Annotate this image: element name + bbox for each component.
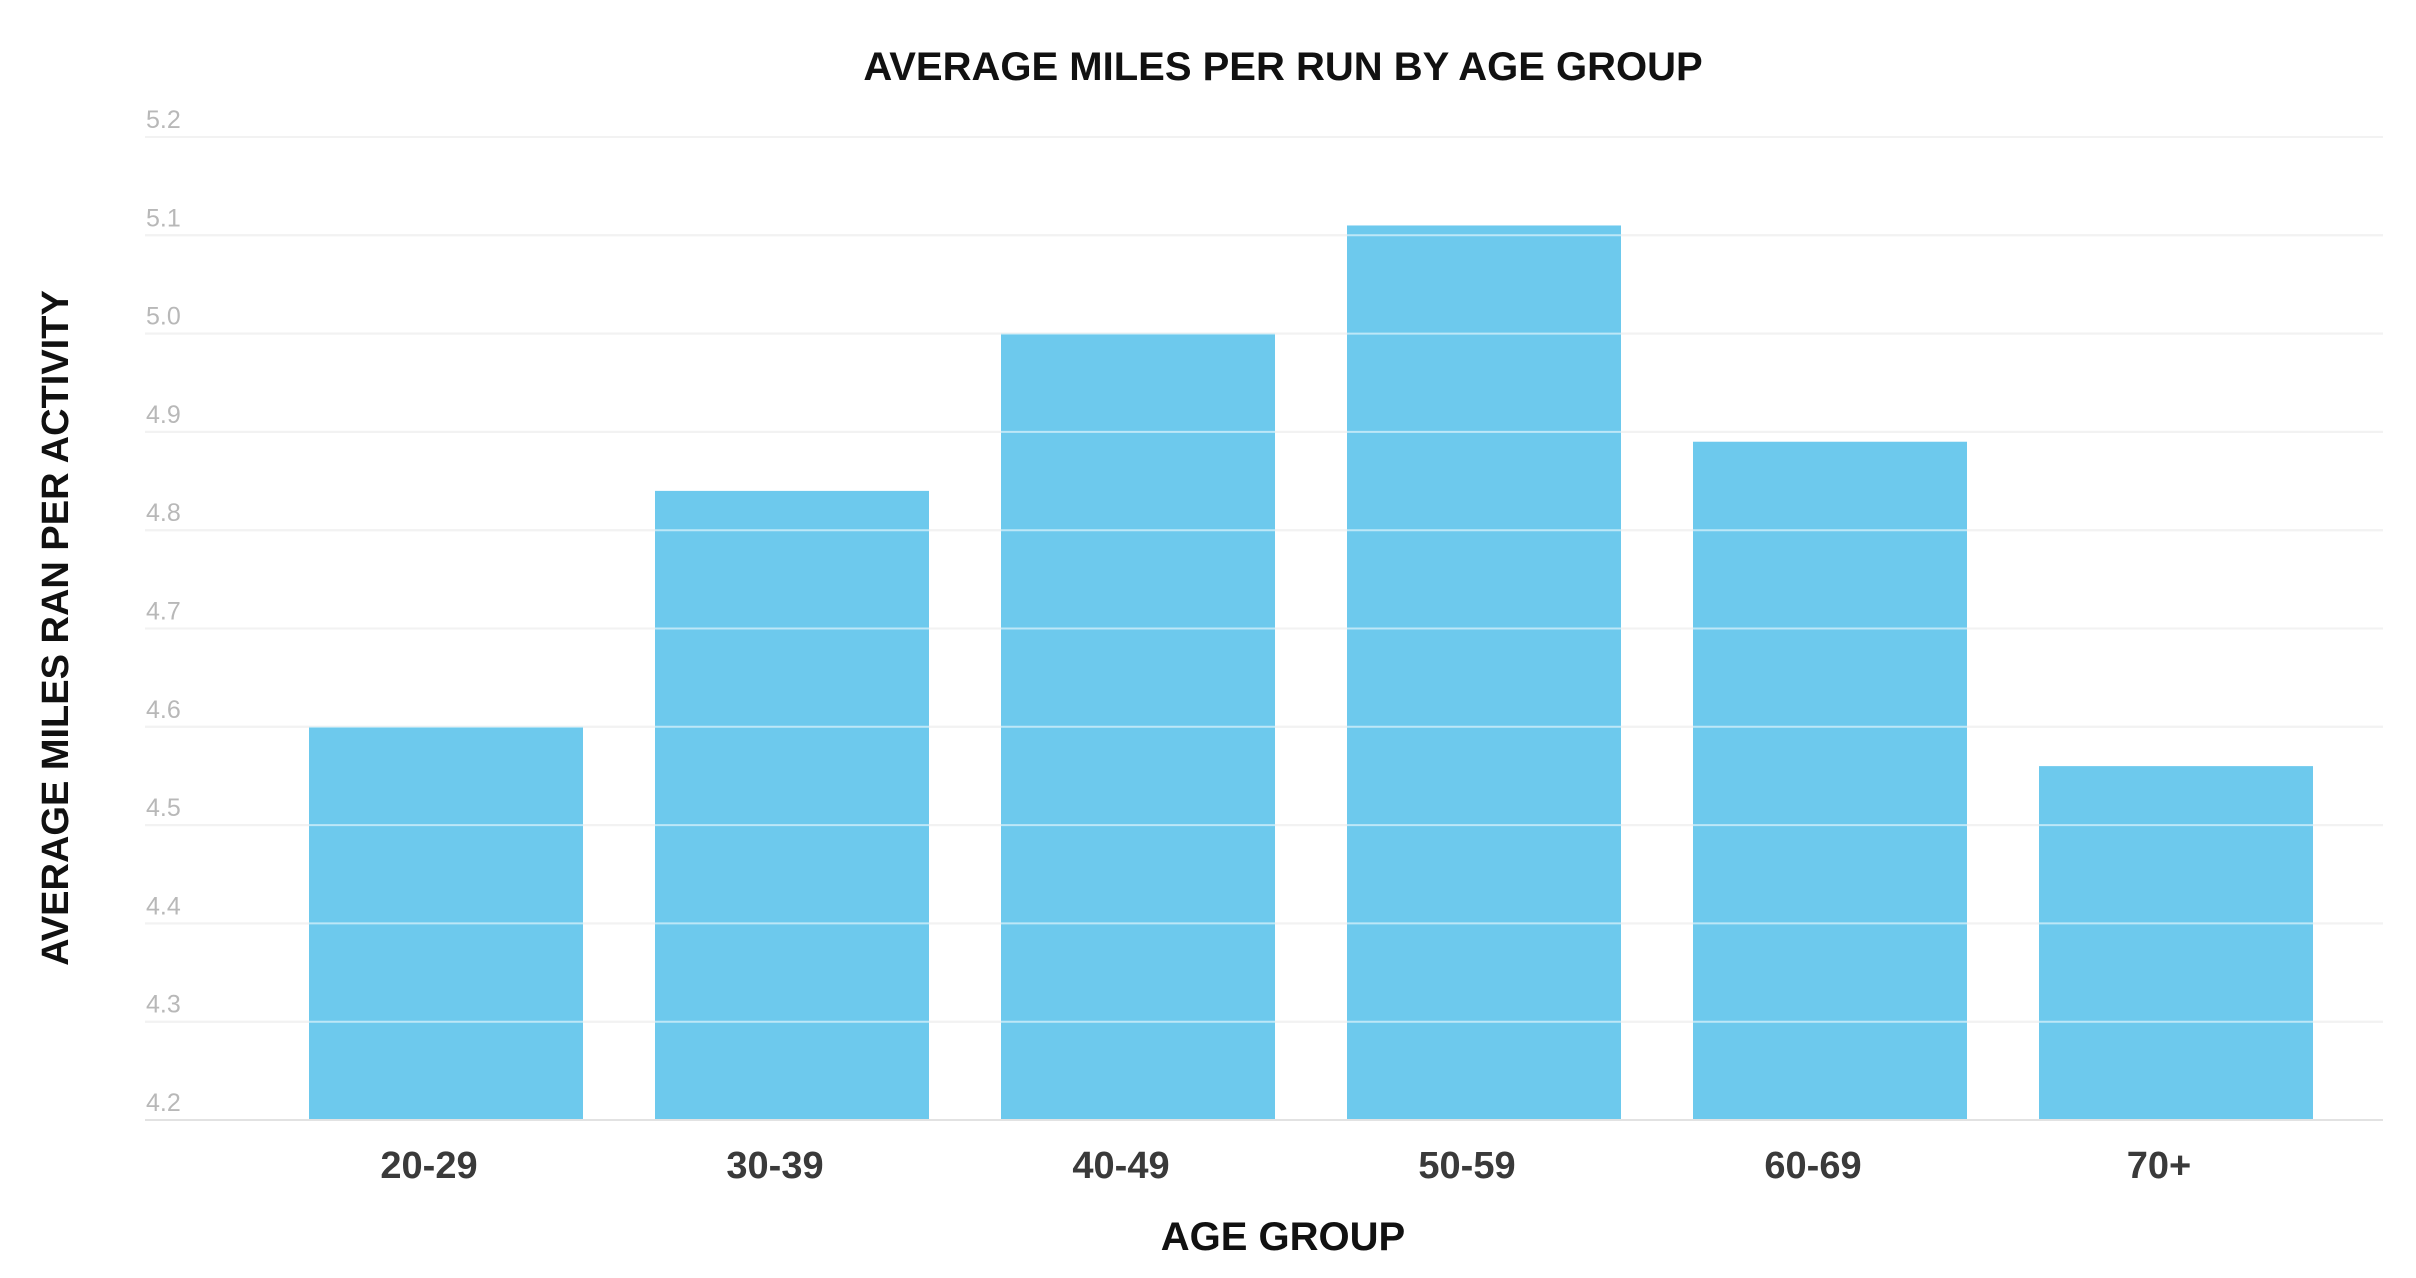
x-tick-label: 70+ <box>2127 1145 2191 1187</box>
y-tick-label: 4.6 <box>146 696 181 724</box>
bar-30-39 <box>655 490 929 1120</box>
y-tick-label: 4.7 <box>146 598 181 626</box>
y-tick-label: 5.1 <box>146 204 181 232</box>
y-tick-label: 4.4 <box>146 892 181 920</box>
bars <box>145 136 2383 1121</box>
x-tick-label: 50-59 <box>1418 1145 1515 1187</box>
bar-60-69 <box>1693 441 1967 1121</box>
x-axis-ticks: 20-29 30-39 40-49 50-59 60-69 70+ <box>380 1145 2191 1187</box>
y-axis-label: AVERAGE MILES RAN PER ACTIVITY <box>35 290 77 966</box>
y-tick-label: 4.2 <box>146 1089 181 1117</box>
y-tick-label: 4.9 <box>146 401 181 429</box>
y-tick-label: 5.0 <box>146 303 181 331</box>
chart-title: AVERAGE MILES PER RUN BY AGE GROUP <box>863 45 1702 89</box>
y-tick-label: 4.5 <box>146 794 181 822</box>
bar-70+ <box>2039 766 2313 1120</box>
x-axis-label: AGE GROUP <box>1161 1215 1405 1259</box>
bar-50-59 <box>1347 225 1621 1121</box>
x-tick-label: 60-69 <box>1764 1145 1861 1187</box>
y-tick-label: 4.8 <box>146 499 181 527</box>
y-tick-label: 5.2 <box>146 106 181 134</box>
x-tick-label: 30-39 <box>726 1145 823 1187</box>
y-tick-label: 4.3 <box>146 991 181 1019</box>
y-axis-ticks: 4.2 4.3 4.4 4.5 4.6 4.7 4.8 4.9 5.0 5.1 5.2 <box>146 106 181 1117</box>
x-tick-label: 40-49 <box>1072 1145 1169 1187</box>
x-tick-label: 20-29 <box>380 1145 477 1187</box>
